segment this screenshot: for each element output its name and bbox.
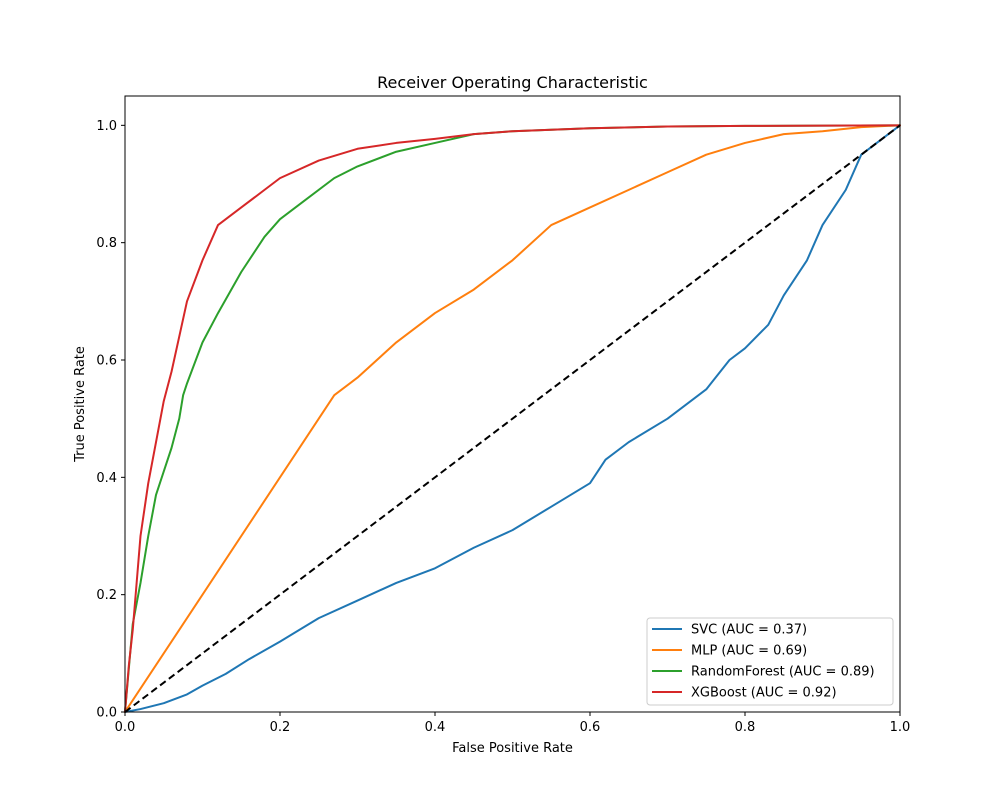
y-tick-label: 0.6: [96, 354, 117, 369]
series-line-0: [124, 124, 901, 713]
x-axis-label: False Positive Rate: [452, 741, 573, 756]
y-tick-label: 0.8: [96, 236, 117, 251]
y-axis-label: True Positive Rate: [73, 346, 88, 463]
legend-label-0: SVC (AUC = 0.37): [691, 623, 807, 638]
legend-frame: [646, 617, 894, 706]
y-tick-label: 0.2: [96, 588, 117, 603]
y-tick-label: 1.0: [96, 119, 117, 134]
legend-label-1: MLP (AUC = 0.69): [691, 644, 807, 659]
y-axis-ticks: 0.0 0.2 0.4 0.6 0.8 1.0: [96, 119, 125, 721]
y-tick-label: 0.4: [96, 471, 117, 486]
series-layer: [124, 124, 901, 713]
legend-items: SVC (AUC = 0.37) MLP (AUC = 0.69) RandomFo…: [652, 623, 875, 701]
legend-label-2: RandomForest (AUC = 0.89): [691, 665, 875, 680]
series-line-3: [124, 124, 901, 713]
x-tick-label: 0.4: [425, 720, 446, 735]
x-tick-label: 0.2: [270, 720, 291, 735]
reference-layer: [124, 124, 901, 713]
series-line-1: [124, 124, 901, 713]
reference-diagonal-line: [124, 124, 901, 713]
y-tick-label: 0.0: [96, 706, 117, 721]
x-tick-label: 0.6: [580, 720, 601, 735]
x-axis-ticks: 0.0 0.2 0.4 0.6 0.8 1.0: [115, 712, 911, 735]
x-tick-label: 0.0: [115, 720, 136, 735]
x-tick-label: 0.8: [735, 720, 756, 735]
x-tick-label: 1.0: [890, 720, 911, 735]
legend-label-3: XGBoost (AUC = 0.92): [691, 686, 837, 701]
plot-area: [124, 95, 901, 713]
axes-frame: [124, 95, 901, 713]
legend: SVC (AUC = 0.37) MLP (AUC = 0.69) RandomFo…: [646, 617, 894, 706]
chart-title: Receiver Operating Characteristic: [377, 73, 648, 92]
